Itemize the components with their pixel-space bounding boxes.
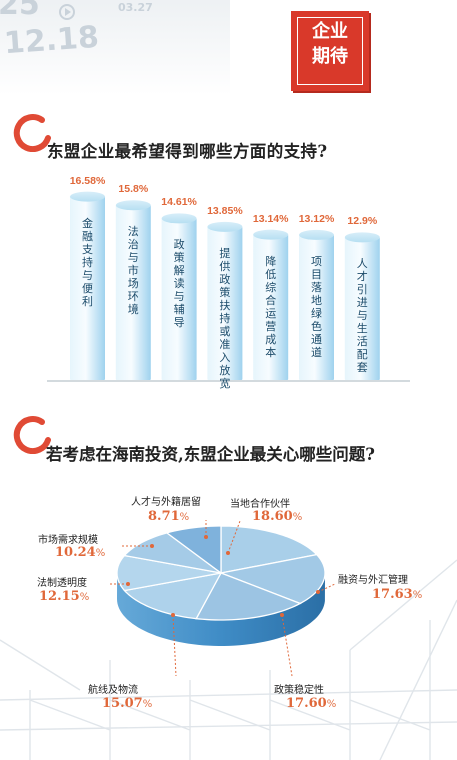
pie-slice-label: 人才与外籍居留 <box>131 497 201 508</box>
pie-slice <box>123 532 222 574</box>
pie-leader-line <box>120 544 154 548</box>
pie-value-label: 10.24% <box>55 545 105 560</box>
pie-value-unit: % <box>95 548 106 559</box>
bar-category-label: 提供政策扶持或准入放宽 <box>219 246 231 390</box>
pie-value-label: 12.15% <box>39 589 89 604</box>
bar <box>253 229 289 380</box>
pie-slice <box>220 525 318 574</box>
swirl-icon <box>13 114 51 152</box>
pie-value-unit: % <box>412 590 423 601</box>
pie-leader-line <box>110 582 130 586</box>
decor-number: 25 <box>0 0 40 22</box>
pie-leader-line <box>204 520 208 539</box>
bar-category-label: 政策解读与辅导 <box>173 238 185 330</box>
bar-category-label: 金融支持与便利 <box>82 216 93 308</box>
play-icon <box>59 4 75 20</box>
bar <box>344 232 380 380</box>
pie-value-label: 18.60% <box>252 509 302 524</box>
bridge-structure-graphic <box>0 559 457 760</box>
pie-value-number: 17.63 <box>372 587 413 602</box>
pie-slice-label: 法制透明度 <box>37 578 87 589</box>
bar-chart <box>70 191 380 380</box>
section-title-concerns: 若考虑在海南投资,东盟企业最关心哪些问题? <box>46 445 375 464</box>
bar-value-label: 13.12% <box>298 212 335 225</box>
pie-side-wall <box>117 573 325 646</box>
pie-slice <box>116 554 222 592</box>
bar-category-label: 法治与市场环境 <box>127 225 139 317</box>
bar-category-label: 人才引进与生活配套 <box>356 257 368 375</box>
bar-value-label: 16.58% <box>69 174 106 187</box>
badge-frame <box>297 17 363 85</box>
pie-value-unit: % <box>79 592 90 603</box>
badge-line: 企业 <box>312 21 348 42</box>
pie-value-unit: % <box>292 512 303 523</box>
bar-value-label: 13.85% <box>207 204 243 217</box>
pie-slice-label: 航线及物流 <box>88 685 138 696</box>
bar-value-label: 14.61% <box>161 196 197 209</box>
bar <box>161 213 197 380</box>
section-title-support: 东盟企业最希望得到哪些方面的支持? <box>47 142 328 161</box>
pie-slice <box>123 572 223 620</box>
pie-slice-label: 融资与外汇管理 <box>338 575 408 586</box>
pie-value-number: 15.07 <box>102 696 143 711</box>
bar <box>207 221 243 380</box>
pie-value-number: 17.60 <box>286 696 327 711</box>
bar-value-label: 15.8% <box>118 183 149 196</box>
pie-leader-line <box>226 520 241 555</box>
bar-category-label: 项目落地绿色通道 <box>311 254 322 359</box>
pie-slice-label: 当地合作伙伴 <box>230 499 290 510</box>
pie-value-unit: % <box>326 699 337 710</box>
pie-slice <box>218 553 326 605</box>
pie-value-unit: % <box>142 699 153 710</box>
bar <box>115 200 151 380</box>
pie-slice <box>195 572 302 621</box>
bar <box>299 229 334 380</box>
pie-value-number: 18.60 <box>252 509 293 524</box>
badge-text: 企业 期待 <box>291 19 369 69</box>
pie-leader-line <box>316 583 336 594</box>
bar-value-label: 12.9% <box>347 215 378 228</box>
pie-value-label: 17.63% <box>372 587 422 602</box>
pie-chart <box>110 520 336 677</box>
pie-value-number: 12.15 <box>39 589 80 604</box>
bar-value-label: 13.14% <box>252 212 289 225</box>
pie-value-label: 17.60% <box>286 696 336 711</box>
pie-leader-line <box>280 613 293 677</box>
decor-number: 03.27 <box>118 1 153 14</box>
pie-value-label: 8.71% <box>148 509 189 524</box>
section-badge: 企业 期待 <box>291 11 369 91</box>
pie-value-label: 15.07% <box>102 696 152 711</box>
bar-category-label: 降低综合运营成本 <box>265 254 277 359</box>
pie-slice-label: 政策稳定性 <box>274 685 324 696</box>
pie-value-unit: % <box>179 512 190 523</box>
pie-value-number: 10.24 <box>55 545 96 560</box>
pie-leader-line <box>171 613 177 677</box>
pie-slice-label: 市场需求规模 <box>38 535 98 546</box>
badge-line: 期待 <box>312 46 348 67</box>
swirl-icon <box>13 416 51 454</box>
pie-value-number: 8.71 <box>148 509 180 524</box>
bar <box>70 191 105 380</box>
